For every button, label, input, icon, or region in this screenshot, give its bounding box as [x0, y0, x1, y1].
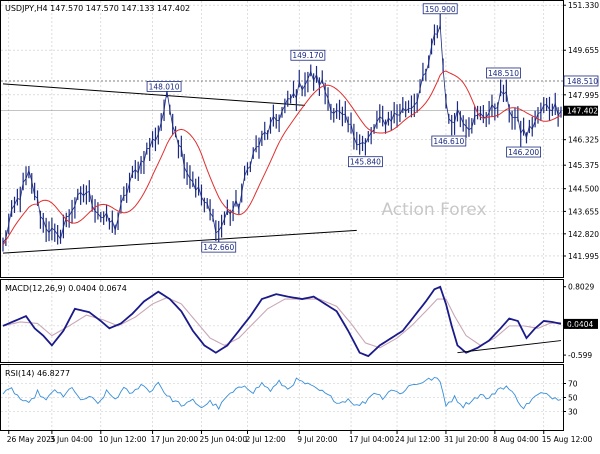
level-annotation-label: 149.170	[292, 51, 323, 60]
resistance-price-box	[563, 75, 599, 87]
macd-current-box	[564, 318, 598, 329]
macd-trendline	[457, 340, 562, 354]
level-annotation-label: 148.510	[488, 69, 519, 78]
watermark: Action Forex	[381, 200, 486, 220]
level-annotation-box	[201, 241, 237, 253]
x-tick-label: 31 Jul 20:00	[444, 435, 489, 444]
level-annotation-label: 150.900	[425, 5, 456, 14]
y-tick-label: 145.375	[568, 161, 599, 170]
macd-current-label: 0.0404	[567, 320, 593, 329]
macd-y-tick-label: 0.00	[568, 322, 585, 331]
y-tick-label: 143.655	[568, 207, 599, 216]
level-annotation-box	[506, 146, 542, 158]
y-tick-label: 151.330	[568, 1, 599, 10]
main-panel-title: USDJPY,H4 147.570 147.570 147.133 147.40…	[5, 4, 190, 13]
level-annotation-box	[486, 67, 521, 79]
y-tick-label: 144.500	[568, 185, 599, 194]
level-annotation-box	[290, 49, 326, 61]
x-tick-label: 8 Aug 04:00	[493, 435, 539, 444]
resistance-price-label: 148.510	[567, 77, 598, 86]
y-tick-label: 149.655	[568, 46, 599, 55]
x-tick-label: 24 Jul 12:00	[395, 435, 440, 444]
x-tick-label: 15 Aug 12:00	[542, 435, 593, 444]
current-price-label: 147.402	[567, 107, 598, 116]
y-tick-label: 142.820	[568, 230, 599, 239]
level-annotation-label: 148.010	[149, 82, 180, 91]
moving-average-line	[2, 70, 562, 246]
level-annotation-label: 142.660	[203, 243, 234, 252]
x-tick-label: 17 Jul 04:00	[349, 435, 394, 444]
upper-trendline	[2, 83, 306, 106]
level-annotation-box	[348, 156, 383, 168]
x-tick-label: 25 Jun 04:00	[199, 435, 247, 444]
price-plot: 148.010 142.660 149.170 145.840 150.900 146.6…	[1, 3, 563, 254]
level-annotation-box	[146, 81, 182, 92]
current-price-box	[564, 105, 598, 116]
level-annotation-label: 146.200	[508, 148, 539, 157]
rsi-line	[2, 376, 562, 411]
grid-layer	[1, 1, 563, 430]
y-tick-label: 146.325	[568, 136, 599, 145]
rsi-panel-title: RSI(14) 46.8277	[5, 369, 70, 378]
rsi-y-tick-label: 50	[568, 394, 578, 403]
rsi-y-tick-label: 70	[568, 380, 578, 389]
lower-trendline	[2, 229, 357, 254]
main-panel-frame	[0, 0, 564, 278]
macd-panel-title: MACD(12,26,9) 0.0404 0.0674	[5, 284, 127, 293]
rsi-plot	[2, 376, 562, 411]
rsi-y-tick-label: 30	[568, 408, 578, 417]
level-annotation-box	[431, 135, 467, 147]
x-tick-label: 17 Jun 20:00	[151, 435, 199, 444]
x-tick-label: 2 Jul 12:00	[245, 435, 285, 444]
level-annotation-label: 145.840	[350, 158, 381, 167]
level-annotation-label: 146.610	[433, 137, 464, 146]
macd-y-tick-label: 0.8029	[568, 283, 594, 292]
macd-panel-frame	[0, 279, 564, 363]
price-line	[2, 25, 562, 244]
macd-y-tick-label: -0.599	[568, 351, 592, 360]
y-tick-label: 141.995	[568, 252, 599, 261]
x-tick-label: 9 Jul 20:00	[297, 435, 337, 444]
x-tick-label: 3 Jun 04:00	[50, 435, 93, 444]
y-tick-label: 147.995	[568, 91, 599, 100]
x-tick-label: 10 Jun 12:00	[99, 435, 147, 444]
macd-plot	[2, 285, 562, 358]
level-annotation-box	[422, 3, 458, 15]
x-tick-label: 26 May 2025	[7, 435, 56, 444]
